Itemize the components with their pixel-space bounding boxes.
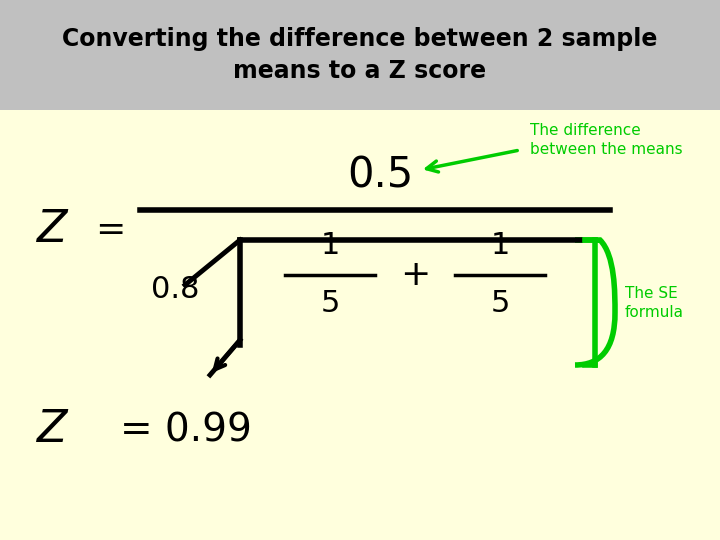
Text: =: = — [95, 213, 125, 247]
Text: 5: 5 — [320, 288, 340, 318]
Text: The SE
formula: The SE formula — [625, 286, 684, 320]
Text: +: + — [400, 258, 430, 292]
Text: The difference
between the means: The difference between the means — [530, 123, 683, 157]
Text: Z: Z — [37, 408, 67, 451]
Text: Converting the difference between 2 sample
means to a Z score: Converting the difference between 2 samp… — [63, 27, 657, 83]
Text: 0.8: 0.8 — [150, 275, 199, 305]
Text: 1: 1 — [490, 231, 510, 260]
Text: = 0.99: = 0.99 — [120, 411, 252, 449]
Text: 5: 5 — [490, 288, 510, 318]
FancyBboxPatch shape — [0, 0, 720, 110]
Text: 0.5: 0.5 — [347, 154, 413, 196]
Text: Z: Z — [37, 208, 67, 252]
Text: 1: 1 — [320, 231, 340, 260]
